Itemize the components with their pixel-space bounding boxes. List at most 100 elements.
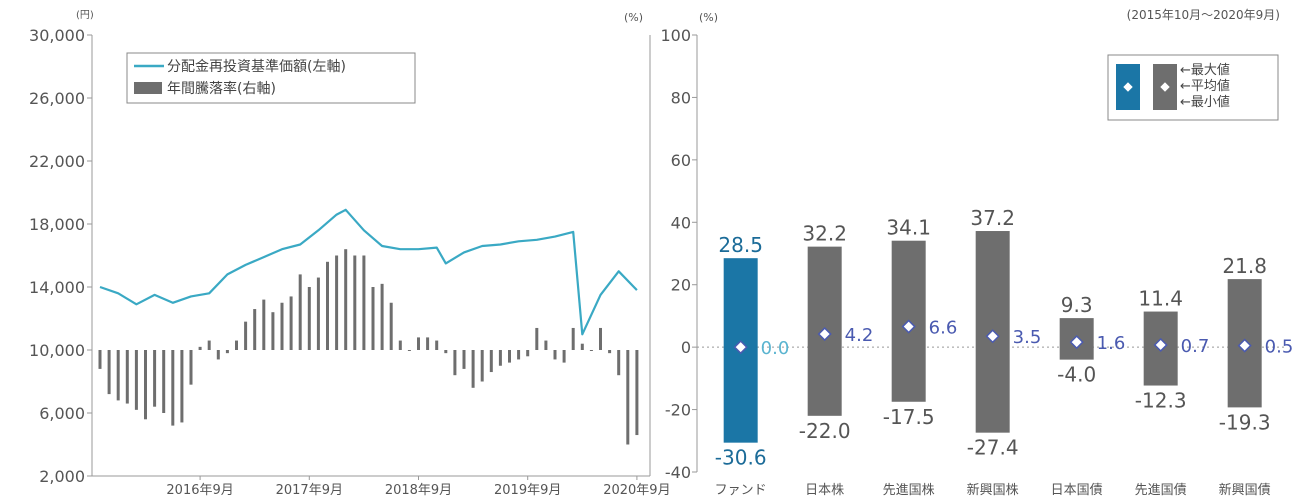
- category-label: 新興国株: [967, 482, 1019, 498]
- min-value-label: -30.6: [715, 446, 767, 470]
- category-label: 日本株: [805, 483, 844, 498]
- right-axis-unit-label: (%): [699, 11, 718, 24]
- annual-return-bar: [580, 343, 584, 350]
- annual-return-bar: [144, 350, 147, 420]
- annual-return-bar: [298, 274, 302, 350]
- avg-value-label: 0.7: [1181, 336, 1210, 357]
- annual-return-bar: [389, 302, 393, 350]
- min-value-label: -4.0: [1057, 363, 1096, 387]
- annual-return-bar: [134, 350, 138, 410]
- max-value-label: 9.3: [1061, 293, 1093, 317]
- right-axis-tick-label: 0: [681, 338, 691, 357]
- annual-return-bar: [444, 350, 448, 354]
- avg-value-label: 1.6: [1097, 333, 1126, 354]
- max-value-label: 32.2: [802, 222, 847, 246]
- annual-return-bar: [589, 350, 593, 351]
- annual-return-bar: [235, 340, 238, 350]
- avg-value-label: 0.0: [761, 338, 790, 359]
- avg-value-label: 0.5: [1265, 337, 1294, 358]
- left-axis-unit-label: (円): [76, 10, 94, 21]
- x-axis-tick-label: 2019年9月: [494, 483, 561, 498]
- x-axis-tick-label: 2018年9月: [385, 483, 452, 498]
- left-axis-tick-label: 14,000: [29, 278, 85, 297]
- annual-return-bar: [289, 296, 293, 350]
- annual-return-bar: [262, 299, 266, 350]
- left-axis-tick-label: 6,000: [39, 404, 85, 423]
- annual-return-bar: [326, 261, 329, 350]
- category-label: 先進国債: [1135, 483, 1187, 498]
- legend-avg-marker: [1123, 82, 1133, 92]
- category-label: 新興国債: [1219, 482, 1271, 498]
- avg-marker: [1069, 335, 1084, 350]
- avg-marker: [817, 326, 832, 342]
- annual-return-bar: [617, 350, 621, 376]
- annual-return-bar: [98, 350, 102, 369]
- min-value-label: -22.0: [799, 419, 851, 443]
- avg-value-label: 3.5: [1013, 327, 1042, 348]
- annual-return-bar: [480, 350, 484, 382]
- legend-line-label: 分配金再投資基準価額(左軸): [167, 58, 346, 75]
- avg-marker: [901, 319, 916, 334]
- annual-return-bar: [316, 277, 320, 350]
- left-chart-right-unit-label: (%): [624, 11, 643, 24]
- x-axis-tick-label: 2020年9月: [603, 483, 670, 498]
- right-legend: ←最大値←平均値←最小値: [1107, 54, 1279, 121]
- annual-return-bar: [116, 350, 120, 401]
- right-axis-tick-label: 100: [660, 26, 691, 45]
- annual-return-bar: [608, 350, 612, 354]
- annual-return-bar: [435, 340, 439, 350]
- annual-return-bar: [553, 350, 557, 360]
- annual-return-bar: [107, 350, 111, 395]
- annual-return-bar: [371, 287, 375, 350]
- avg-value-label: 4.2: [845, 325, 874, 346]
- max-value-label: 28.5: [718, 233, 763, 257]
- annual-return-bar: [335, 255, 339, 350]
- annual-return-bar: [526, 350, 530, 357]
- annual-return-bar: [535, 327, 539, 350]
- right-axis-tick-label: -40: [665, 463, 691, 482]
- right-axis-tick-label: 40: [671, 213, 691, 232]
- annual-return-bar: [426, 337, 430, 350]
- max-value-label: 37.2: [970, 206, 1015, 230]
- legend-stat-label: ←最小値: [1180, 94, 1230, 110]
- legend-avg-marker: [1160, 82, 1170, 92]
- annual-return-bar: [544, 340, 548, 350]
- legend-bar-swatch: [134, 82, 162, 94]
- annual-return-bar: [244, 321, 248, 350]
- annual-return-bar: [198, 346, 202, 350]
- avg-marker: [1153, 337, 1168, 353]
- nav-line: [99, 208, 638, 336]
- max-value-label: 11.4: [1138, 287, 1183, 311]
- annual-return-bar: [225, 350, 229, 354]
- annual-return-bar: [398, 340, 402, 350]
- category-label: 日本国債: [1051, 483, 1103, 498]
- annual-return-bar: [271, 312, 275, 350]
- annual-return-bar: [407, 350, 411, 351]
- annual-return-bar: [344, 249, 348, 350]
- legend-stat-label: ←平均値: [1180, 78, 1230, 94]
- annual-return-bar: [571, 327, 575, 350]
- annual-return-bar: [180, 350, 184, 423]
- left-axis-tick-label: 26,000: [29, 89, 85, 108]
- max-value-label: 34.1: [886, 216, 931, 240]
- max-value-label: 21.8: [1222, 254, 1267, 278]
- annual-return-bar: [353, 255, 357, 350]
- min-value-label: -19.3: [1219, 410, 1271, 434]
- right-axis-tick-label: 60: [671, 151, 691, 170]
- annual-return-bar: [417, 337, 420, 350]
- annual-return-bar: [517, 350, 521, 360]
- right-axis-tick-label: 20: [671, 276, 691, 295]
- min-value-label: -17.5: [883, 405, 935, 429]
- category-label: ファンド: [715, 483, 767, 498]
- annual-return-bar: [216, 350, 220, 360]
- annual-return-bar: [508, 350, 511, 363]
- left-axis-tick-label: 10,000: [29, 341, 85, 360]
- legend-bar-label: 年間騰落率(右軸): [167, 80, 276, 97]
- annual-return-bar: [471, 350, 475, 388]
- annual-return-bar: [498, 350, 502, 366]
- avg-marker: [985, 329, 1000, 344]
- annual-return-bar: [189, 350, 193, 385]
- min-value-label: -12.3: [1135, 389, 1187, 413]
